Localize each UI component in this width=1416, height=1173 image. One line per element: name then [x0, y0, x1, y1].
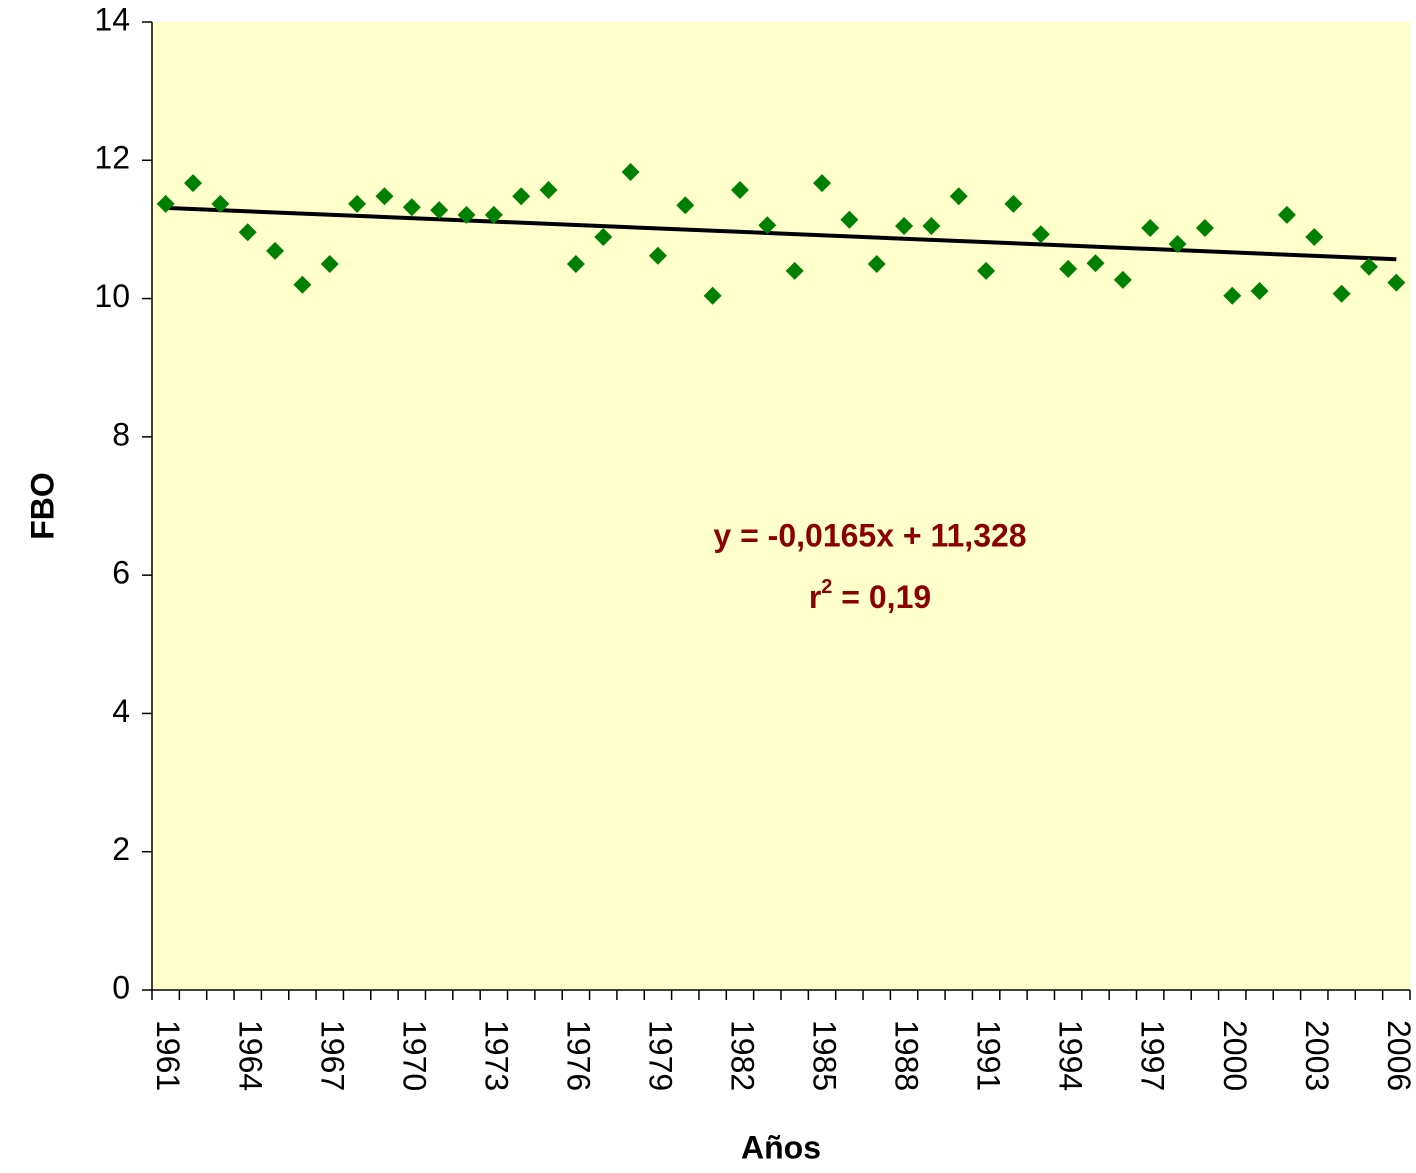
x-tick-label: 2006 — [1381, 1020, 1416, 1091]
y-tick-label: 8 — [112, 416, 130, 452]
marker — [1195, 219, 1214, 238]
marker — [1113, 270, 1132, 289]
marker — [266, 241, 285, 260]
marker — [977, 261, 996, 280]
marker — [1332, 284, 1351, 303]
x-tick-label: 2000 — [1217, 1020, 1253, 1091]
x-tick-label: 1976 — [560, 1020, 596, 1091]
x-tick-label: 2003 — [1299, 1020, 1335, 1091]
marker — [922, 216, 941, 235]
marker — [895, 216, 914, 235]
x-tick-label: 1970 — [396, 1020, 432, 1091]
marker — [457, 205, 476, 224]
x-axis-title: Años — [741, 1129, 821, 1165]
r-squared-value: = 0,19 — [832, 579, 931, 615]
marker — [293, 275, 312, 294]
r: r — [809, 579, 821, 615]
marker — [430, 201, 449, 220]
plot-area — [152, 22, 1410, 990]
marker — [184, 174, 203, 193]
marker — [1387, 273, 1406, 292]
marker — [949, 187, 968, 206]
marker — [1168, 234, 1187, 253]
x-tick-label: 1979 — [642, 1020, 678, 1091]
marker — [621, 163, 640, 182]
y-tick-label: 12 — [94, 140, 130, 176]
marker — [1004, 194, 1023, 213]
marker — [867, 255, 886, 273]
r-squared: r2 = 0,19 — [809, 576, 931, 615]
marker — [813, 174, 832, 193]
x-tick-label: 1997 — [1135, 1020, 1171, 1091]
x-tick-label: 1985 — [807, 1020, 843, 1091]
marker — [840, 210, 859, 229]
marker — [512, 187, 531, 206]
marker — [594, 228, 613, 247]
marker — [1086, 254, 1105, 273]
marker — [758, 216, 777, 235]
marker — [1059, 259, 1078, 278]
x-tick-label: 1982 — [725, 1020, 761, 1091]
marker — [1141, 219, 1160, 238]
marker — [320, 255, 339, 273]
x-tick-label: 1973 — [478, 1020, 514, 1091]
y-axis-title: FBO — [24, 472, 60, 540]
marker — [348, 194, 367, 213]
marker — [539, 181, 558, 200]
marker — [1359, 257, 1378, 276]
marker — [730, 181, 749, 200]
x-tick-label: 1994 — [1053, 1020, 1089, 1091]
x-tick-label: 1964 — [232, 1020, 268, 1091]
marker — [1223, 286, 1242, 305]
marker — [156, 194, 175, 213]
marker — [1250, 281, 1269, 300]
marker — [484, 205, 503, 224]
marker — [238, 223, 257, 242]
y-tick-label: 4 — [112, 693, 130, 729]
marker — [1031, 225, 1050, 244]
marker — [1305, 228, 1324, 247]
x-tick-label: 1961 — [150, 1020, 186, 1091]
x-tick-label: 1991 — [971, 1020, 1007, 1091]
y-tick-label: 10 — [94, 278, 130, 314]
marker — [402, 198, 421, 217]
marker — [1277, 205, 1296, 224]
x-tick-label: 1988 — [889, 1020, 925, 1091]
y-tick-label: 14 — [94, 1, 130, 37]
y-tick-label: 2 — [112, 831, 130, 867]
marker — [375, 187, 394, 206]
x-tick-label: 1967 — [314, 1020, 350, 1091]
trendline — [165, 205, 1397, 262]
equation: y = -0,0165x + 11,328 — [713, 517, 1026, 553]
marker — [785, 261, 804, 280]
marker — [676, 196, 695, 215]
exponent: 2 — [821, 576, 832, 598]
marker — [566, 255, 585, 273]
marker — [211, 194, 230, 213]
y-tick-label: 0 — [112, 969, 130, 1005]
marker — [648, 246, 667, 265]
marker — [703, 286, 722, 305]
y-tick-label: 6 — [112, 555, 130, 591]
